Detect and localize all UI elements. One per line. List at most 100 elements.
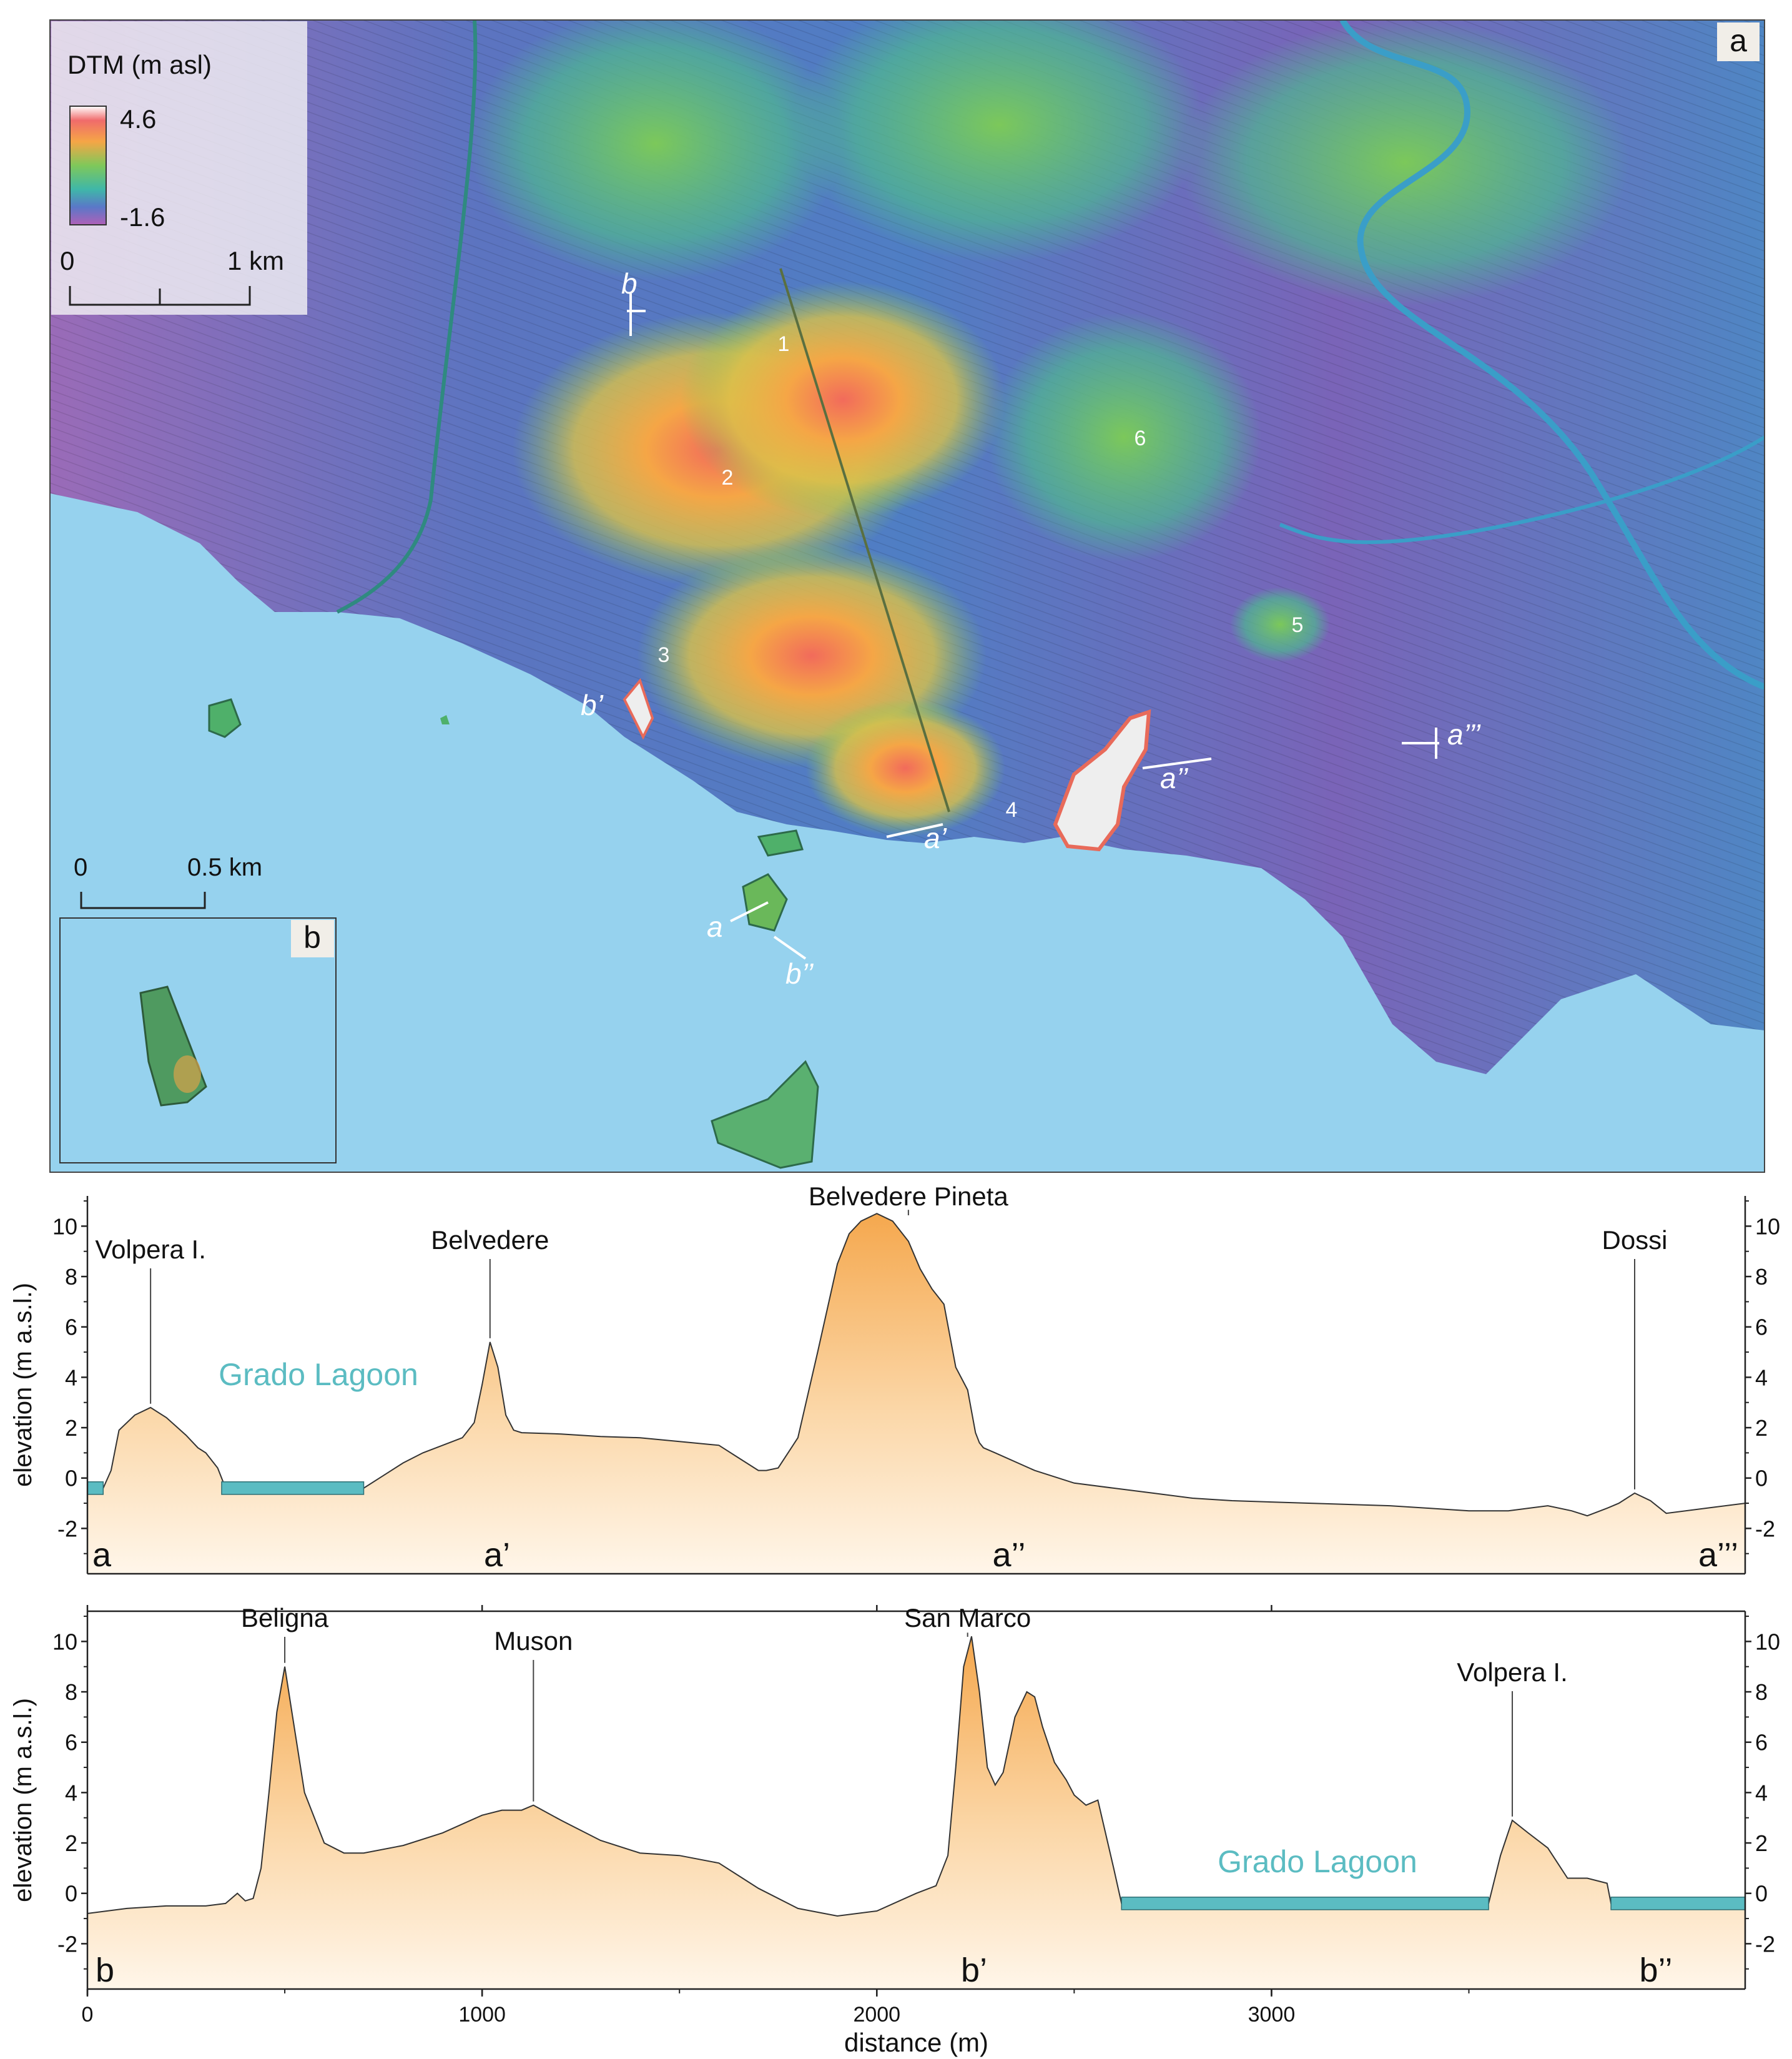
annotation-label: Volpera I. xyxy=(95,1235,205,1264)
scalebar-zero: 0 xyxy=(60,246,74,275)
belvedere-upland xyxy=(805,699,1005,837)
site-5-area xyxy=(1230,587,1330,662)
dtm-legend: DTM (m asl) 4.6 -1.6 0 1 km xyxy=(51,21,307,315)
panel-a-label-box xyxy=(1717,22,1760,61)
scalebar-a xyxy=(69,286,251,306)
profile-endpoint-label: a’’ xyxy=(992,1536,1025,1574)
y-tick-label-right: 6 xyxy=(1755,1315,1768,1340)
profile-endpoint-label: b xyxy=(96,1952,114,1989)
canal xyxy=(336,20,478,614)
y-tick-label-right: 8 xyxy=(1755,1679,1768,1705)
annotation-label: Belvedere Pineta xyxy=(809,1182,1009,1211)
y-tick-label-right: 6 xyxy=(1755,1730,1768,1755)
road xyxy=(779,268,950,812)
y-tick-label-left: 6 xyxy=(65,1730,77,1755)
x-tick-label: 0 xyxy=(82,2003,94,2027)
island xyxy=(208,698,242,738)
green-lowland xyxy=(468,20,843,281)
profile-endpoint-label: a’ xyxy=(484,1536,510,1574)
x-tick-label: 1000 xyxy=(458,2003,506,2027)
y-tick-label-right: -2 xyxy=(1755,1931,1775,1957)
y-tick-label-left: 2 xyxy=(65,1415,77,1441)
inset-scale-zero: 0 xyxy=(74,854,87,881)
y-tick-label-left: 10 xyxy=(52,1629,77,1654)
dtm-map-panel: 1 2 3 4 5 6 b b’ a’ a’’ a’’’ a b’’ xyxy=(50,20,1765,1172)
panel-b-label-box xyxy=(291,920,334,957)
inset-frame xyxy=(59,917,337,1163)
y-axis-title: elevation (m a.s.l.) xyxy=(9,1698,37,1902)
lagoon-label: Grado Lagoon xyxy=(219,1357,418,1392)
legend-min: -1.6 xyxy=(120,202,165,232)
island xyxy=(711,1060,819,1169)
mark-b1: b’ xyxy=(581,689,604,721)
annotation-label: Muson xyxy=(494,1626,573,1656)
lagoon-label: Grado Lagoon xyxy=(1218,1844,1417,1879)
scalebar-end: 1 km xyxy=(227,246,284,275)
y-tick-label-left: 10 xyxy=(52,1213,77,1239)
site-1-label: 1 xyxy=(778,332,790,356)
quarry-small xyxy=(623,678,654,740)
quarry xyxy=(1053,709,1151,852)
y-tick-label-left: 0 xyxy=(65,1881,77,1907)
annotation-label: San Marco xyxy=(904,1603,1031,1632)
site-labels: 1 2 3 4 5 6 xyxy=(658,332,1304,822)
y-tick-label-right: 10 xyxy=(1755,1213,1780,1239)
panel-b-label: b xyxy=(303,920,321,955)
panel-a-label: a xyxy=(1730,23,1747,58)
x-axis-title: distance (m) xyxy=(844,2028,988,2057)
mark-a3: a’’’ xyxy=(1447,718,1481,751)
mark-b2: b’’ xyxy=(785,957,814,990)
river xyxy=(1339,20,1765,690)
annotation-label: Belvedere xyxy=(431,1225,549,1255)
y-tick-label-right: 4 xyxy=(1755,1780,1768,1805)
y-tick-label-right: 4 xyxy=(1755,1365,1768,1390)
belvedere-upland xyxy=(681,281,1005,518)
mark-a: a xyxy=(707,911,723,943)
green-lowland xyxy=(793,20,1205,262)
elevation-area xyxy=(87,1213,1745,1574)
profile-endpoint-label: a xyxy=(92,1536,112,1574)
island xyxy=(440,715,450,724)
y-tick-label-right: 8 xyxy=(1755,1264,1768,1290)
legend-title: DTM (m asl) xyxy=(67,50,212,79)
legend-max: 4.6 xyxy=(120,104,156,134)
lagoon-water-segment xyxy=(1121,1897,1489,1910)
y-tick-label-right: 2 xyxy=(1755,1415,1768,1441)
y-tick-label-left: -2 xyxy=(57,1516,77,1541)
y-tick-label-left: 8 xyxy=(65,1264,77,1290)
y-tick-label-right: 0 xyxy=(1755,1881,1768,1907)
x-tick-label: 2000 xyxy=(853,2003,900,2027)
y-tick-label-left: 4 xyxy=(65,1365,77,1390)
y-tick-label-left: 0 xyxy=(65,1466,77,1491)
green-lowland xyxy=(1180,20,1630,306)
volpera-island xyxy=(742,873,788,932)
y-tick-label-left: 4 xyxy=(65,1780,77,1805)
y-tick-label-left: 2 xyxy=(65,1830,77,1856)
y-axis-title: elevation (m a.s.l.) xyxy=(9,1283,37,1487)
profile-chart-b: -2 -2 0 0 2 2 4 4 6 6 8 8 10 10 0 1000 2000 3000 elevation… xyxy=(9,1603,1780,2057)
inset-panel-b: 0 0.5 km b xyxy=(59,854,337,1163)
site-5-label: 5 xyxy=(1292,613,1304,637)
annotation-label: Dossi xyxy=(1602,1225,1667,1255)
canal xyxy=(1279,435,1765,545)
site-4-label: 4 xyxy=(1006,798,1018,822)
site-2-label: 2 xyxy=(722,466,734,490)
y-tick-label-right: 10 xyxy=(1755,1629,1780,1654)
lagoon-water-segment xyxy=(221,1481,365,1495)
profile-chart-a: -2 -2 0 0 2 2 4 4 6 6 8 8 10 10 elevation (m a.s.l.) Vo… xyxy=(9,1182,1780,1575)
mark-b: b xyxy=(621,267,638,300)
y-tick-label-left: 8 xyxy=(65,1679,77,1705)
y-tick-label-left: 6 xyxy=(65,1315,77,1340)
x-tick-label: 3000 xyxy=(1248,2003,1296,2027)
annotation-label: Beligna xyxy=(241,1603,329,1632)
y-tick-label-right: -2 xyxy=(1755,1516,1775,1541)
inset-scale-end: 0.5 km xyxy=(187,854,262,881)
inset-scalebar xyxy=(80,892,206,909)
y-tick-label-right: 0 xyxy=(1755,1466,1768,1491)
site-3-label: 3 xyxy=(658,643,670,667)
y-tick-label-left: -2 xyxy=(57,1931,77,1957)
y-tick-label-right: 2 xyxy=(1755,1830,1768,1856)
site-6-label: 6 xyxy=(1135,427,1146,450)
mark-a2: a’’ xyxy=(1160,762,1188,794)
